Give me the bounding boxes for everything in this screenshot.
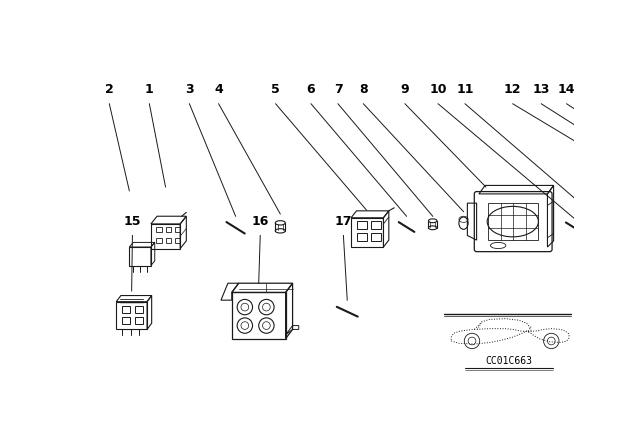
Text: 16: 16 xyxy=(252,215,269,228)
Text: CC01C663: CC01C663 xyxy=(486,356,532,366)
Bar xyxy=(122,306,130,313)
Bar xyxy=(166,227,171,233)
Text: 8: 8 xyxy=(359,83,368,96)
Bar xyxy=(135,306,143,313)
Bar xyxy=(232,293,285,339)
Text: 3: 3 xyxy=(185,83,194,96)
Bar xyxy=(175,227,180,233)
Text: 9: 9 xyxy=(401,83,410,96)
Text: 12: 12 xyxy=(504,83,522,96)
Bar xyxy=(151,224,180,249)
Bar xyxy=(488,203,538,240)
Text: 15: 15 xyxy=(124,215,141,228)
Text: 13: 13 xyxy=(532,83,550,96)
Text: 11: 11 xyxy=(456,83,474,96)
Bar xyxy=(351,218,383,247)
Text: 14: 14 xyxy=(558,83,575,96)
Bar xyxy=(156,227,162,233)
Bar xyxy=(129,247,151,266)
Bar xyxy=(135,317,143,324)
Text: 1: 1 xyxy=(145,83,154,96)
Bar xyxy=(166,238,171,243)
Bar xyxy=(371,221,381,228)
Text: 6: 6 xyxy=(307,83,316,96)
Text: 2: 2 xyxy=(105,83,114,96)
Bar xyxy=(175,238,180,243)
Bar xyxy=(122,317,130,324)
Text: 5: 5 xyxy=(271,83,280,96)
Bar xyxy=(357,221,367,228)
Text: 17: 17 xyxy=(335,215,352,228)
Text: 10: 10 xyxy=(429,83,447,96)
Bar xyxy=(116,302,147,329)
Bar xyxy=(156,238,162,243)
Text: 4: 4 xyxy=(214,83,223,96)
Text: 7: 7 xyxy=(333,83,342,96)
Bar xyxy=(357,233,367,241)
Bar xyxy=(371,233,381,241)
